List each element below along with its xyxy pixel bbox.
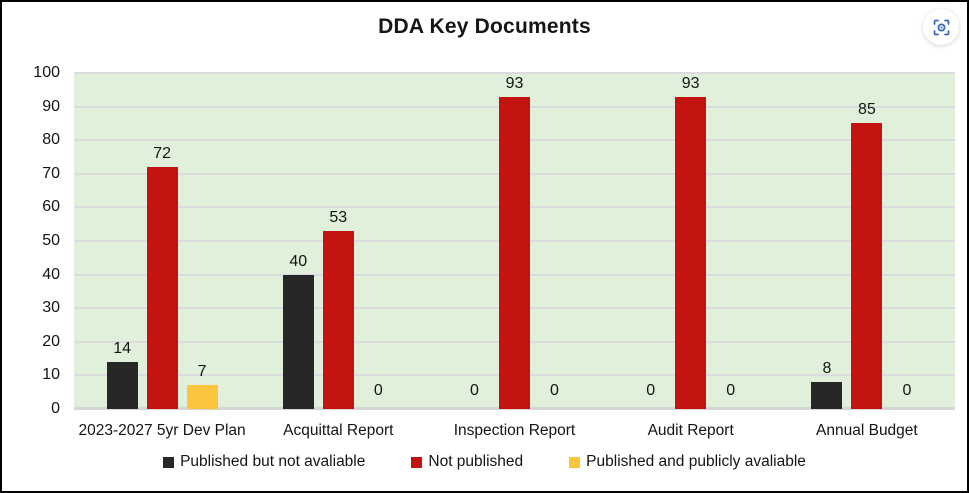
legend-item: Published and publicly avaliable	[569, 453, 806, 471]
bar-value-label: 14	[113, 339, 131, 357]
screenshot-button[interactable]	[923, 9, 959, 45]
x-axis-label: Acquittal Report	[283, 422, 394, 439]
legend-label: Published and publicly avaliable	[586, 453, 806, 470]
legend-item: Not published	[411, 453, 523, 471]
legend: Published but not avaliable Not published…	[2, 453, 967, 471]
bar-value-label: 7	[197, 363, 207, 381]
bar-value-label: 0	[470, 382, 479, 399]
bar	[675, 96, 707, 409]
y-tick-label: 40	[42, 265, 60, 283]
chart-title: DDA Key Documents	[378, 15, 591, 38]
bar-value-label: 93	[681, 74, 700, 92]
y-tick-label: 90	[42, 97, 60, 115]
legend-swatch	[411, 456, 423, 468]
gridline	[74, 72, 955, 74]
y-tick-label: 100	[33, 64, 60, 81]
y-tick-label: 10	[42, 366, 60, 384]
y-tick-label: 20	[42, 332, 60, 350]
bar	[186, 385, 218, 409]
y-axis: 0 10 20 30 40 50 60 70 80 90 100	[2, 2, 62, 491]
bar-value-label: 40	[289, 252, 308, 270]
screenshot-capture-icon	[933, 19, 950, 36]
x-axis-label: Inspection Report	[453, 422, 576, 439]
y-tick-label: 70	[42, 164, 60, 182]
y-tick-label: 30	[42, 299, 60, 317]
bar-value-label: 93	[505, 74, 524, 92]
x-axis-label: Annual Budget	[816, 422, 918, 439]
legend-item: Published but not avaliable	[163, 453, 365, 471]
bar	[851, 123, 883, 409]
bar-value-label: 0	[726, 382, 736, 399]
y-tick-label: 0	[51, 400, 60, 417]
bar-value-label: 53	[329, 208, 348, 226]
legend-label: Published but not avaliable	[180, 453, 366, 470]
plot-area: 14 72 7 40 53 0 0 93 0 0 93 0 8 85 0	[74, 72, 955, 410]
bar	[322, 230, 354, 409]
bar	[499, 96, 530, 409]
x-axis-label: 2023-2027 5yr Dev Plan	[78, 422, 246, 439]
legend-swatch	[569, 456, 581, 468]
y-tick-label: 60	[42, 198, 60, 216]
bar-value-label: 85	[857, 101, 876, 119]
bar-value-label: 8	[822, 360, 832, 378]
bar-value-label: 0	[550, 382, 559, 399]
bar	[106, 361, 138, 409]
legend-swatch	[163, 456, 175, 468]
bar-value-label: 72	[153, 145, 171, 163]
bar-value-label: 0	[902, 382, 912, 399]
bar-value-label: 0	[646, 382, 656, 399]
x-axis-label: Audit Report	[647, 422, 734, 439]
bar	[811, 382, 843, 409]
legend-label: Not published	[428, 453, 524, 470]
bar	[146, 167, 178, 409]
y-tick-label: 50	[42, 232, 60, 249]
bar	[282, 274, 314, 409]
bar-value-label: 0	[373, 382, 383, 399]
y-tick-label: 80	[42, 131, 60, 149]
